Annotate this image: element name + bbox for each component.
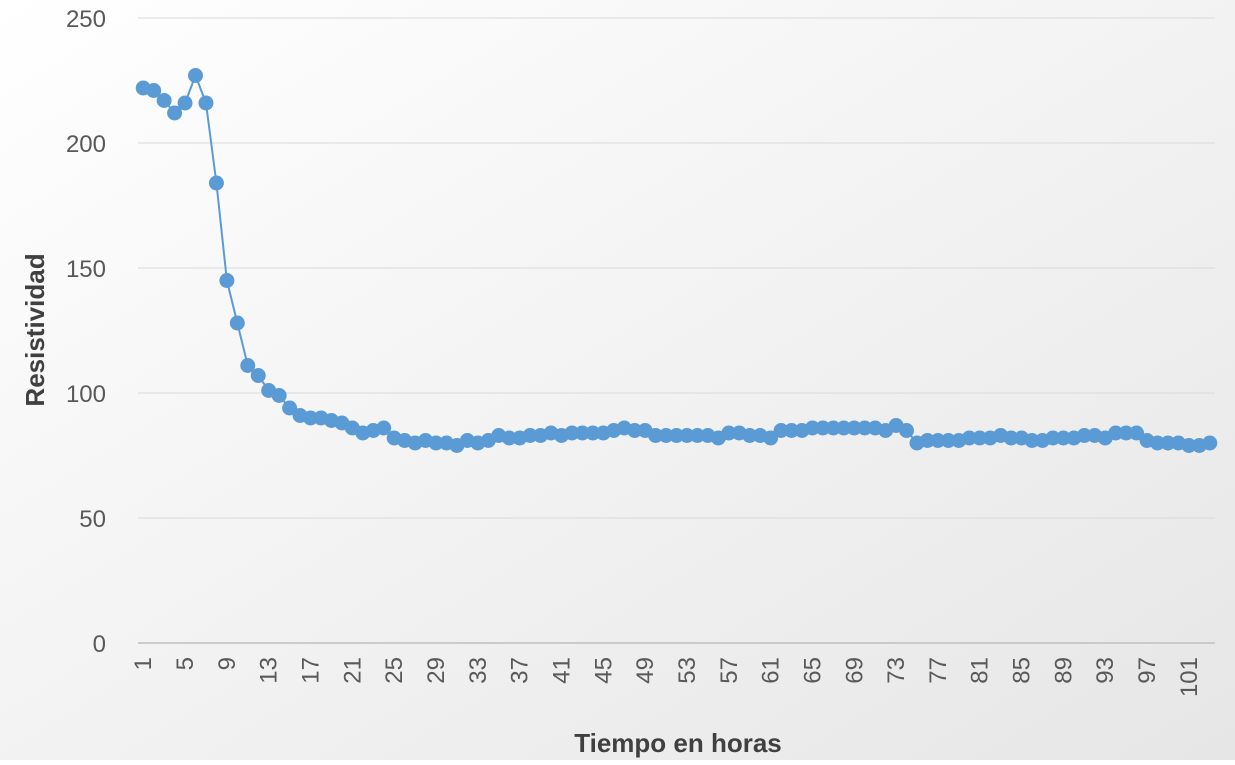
x-tick-label: 61 — [758, 657, 785, 684]
data-point — [585, 425, 601, 441]
data-point — [208, 175, 224, 191]
x-tick-label: 97 — [1134, 657, 1161, 684]
data-point — [815, 420, 831, 436]
data-point — [1024, 433, 1040, 448]
x-tick-label: 25 — [381, 657, 408, 684]
x-tick-label: 81 — [967, 657, 994, 684]
x-tick-label: 49 — [632, 657, 659, 684]
data-point — [1045, 430, 1061, 446]
y-tick-label: 200 — [66, 131, 106, 158]
data-point — [721, 425, 737, 441]
y-axis-tick-labels: 0 50 100 150 200 250 — [66, 6, 106, 658]
data-point — [240, 358, 256, 373]
data-point — [229, 315, 245, 331]
x-tick-label: 9 — [214, 657, 241, 670]
data-point — [250, 368, 266, 383]
data-point — [188, 68, 204, 83]
data-point — [1076, 428, 1092, 443]
x-tick-label: 65 — [799, 657, 826, 684]
data-point — [742, 428, 758, 443]
data-point — [972, 430, 988, 446]
x-axis-tick-labels: 1 5 9 13 17 21 25 29 33 37 41 45 49 53 57 61 65 69 73 77 81 8… — [130, 657, 1203, 697]
data-point — [428, 435, 444, 451]
data-point — [177, 95, 193, 111]
x-tick-label: 29 — [423, 657, 450, 684]
y-axis-title: Resistividad — [20, 253, 50, 406]
x-tick-label: 53 — [674, 657, 701, 684]
data-point — [564, 425, 580, 441]
data-point — [689, 428, 705, 443]
data-point — [303, 410, 319, 426]
data-point — [1181, 438, 1197, 453]
data-point — [773, 423, 789, 438]
y-tick-label: 250 — [66, 6, 106, 33]
data-point — [1055, 430, 1071, 446]
data-point — [1160, 435, 1176, 451]
data-point — [627, 423, 643, 438]
data-point — [940, 433, 956, 448]
data-point — [574, 425, 590, 441]
data-point — [1202, 435, 1218, 451]
x-tick-label: 57 — [716, 657, 743, 684]
data-point — [376, 420, 392, 436]
data-point — [658, 428, 674, 443]
data-point — [522, 428, 538, 443]
x-tick-label: 17 — [298, 657, 325, 684]
x-tick-label: 89 — [1050, 657, 1077, 684]
data-point — [167, 105, 183, 121]
x-tick-label: 85 — [1009, 657, 1036, 684]
x-tick-label: 37 — [507, 657, 534, 684]
x-tick-label: 45 — [590, 657, 617, 684]
y-tick-label: 0 — [93, 631, 106, 658]
data-point — [1003, 430, 1019, 446]
y-tick-label: 100 — [66, 381, 106, 408]
data-point — [282, 400, 298, 416]
x-axis-title: Tiempo en horas — [574, 728, 782, 758]
data-point — [804, 420, 820, 436]
data-point — [679, 428, 695, 443]
data-point — [919, 433, 935, 448]
data-point — [763, 430, 779, 446]
data-point — [146, 83, 162, 98]
data-point — [825, 420, 841, 436]
gridlines — [138, 17, 1215, 519]
x-tick-label: 93 — [1092, 657, 1119, 684]
x-tick-label: 5 — [172, 657, 199, 670]
x-tick-label: 41 — [548, 657, 575, 684]
x-tick-label: 73 — [883, 657, 910, 684]
data-point — [219, 273, 235, 288]
data-point — [198, 95, 214, 111]
x-tick-label: 21 — [339, 657, 366, 684]
x-tick-label: 69 — [841, 657, 868, 684]
data-point — [271, 388, 287, 403]
y-tick-label: 150 — [66, 256, 106, 283]
data-point — [961, 430, 977, 446]
x-tick-label: 1 — [130, 657, 157, 670]
data-point — [930, 433, 946, 448]
x-tick-label: 77 — [925, 657, 952, 684]
data-point — [648, 428, 664, 443]
data-point — [501, 430, 517, 446]
x-tick-label: 33 — [465, 657, 492, 684]
data-point — [156, 93, 172, 108]
data-point — [1118, 425, 1134, 441]
data-point — [857, 420, 873, 436]
data-point — [1108, 425, 1124, 441]
x-tick-label: 13 — [256, 657, 283, 684]
data-point — [846, 420, 862, 436]
series-resistividad — [135, 68, 1218, 453]
data-point — [1149, 435, 1165, 451]
data-point — [1129, 425, 1145, 441]
data-point — [899, 423, 915, 438]
y-tick-label: 50 — [79, 506, 106, 533]
data-point — [784, 423, 800, 438]
data-point — [669, 428, 684, 443]
x-tick-label: 101 — [1176, 657, 1203, 697]
data-point — [836, 420, 852, 436]
